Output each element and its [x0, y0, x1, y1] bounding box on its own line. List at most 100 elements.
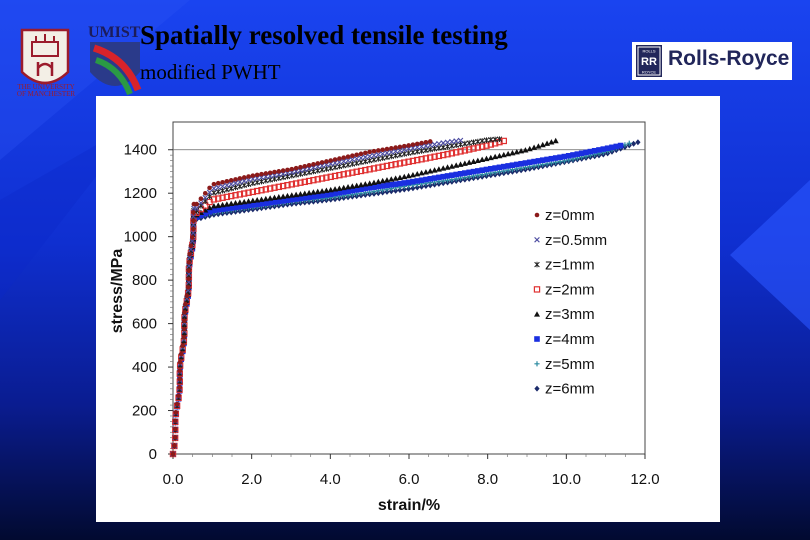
slide-subtitle: modified PWHT — [140, 60, 281, 84]
data-point — [327, 191, 334, 198]
rolls-royce-wordmark: Rolls-Royce — [668, 47, 790, 70]
data-point — [332, 186, 339, 192]
series-z-3mm — [170, 137, 559, 457]
data-point — [178, 351, 184, 357]
data-point — [327, 165, 334, 171]
data-point — [182, 310, 187, 315]
data-point — [410, 145, 416, 151]
data-point — [275, 183, 283, 191]
data-point — [301, 178, 308, 186]
data-point — [534, 237, 540, 243]
rolls-royce-badge-bottom: ROYCE — [642, 70, 657, 75]
data-point — [232, 180, 239, 186]
data-point — [414, 170, 421, 177]
data-point — [353, 187, 360, 193]
data-point — [389, 146, 394, 151]
data-point — [190, 235, 195, 240]
data-point — [384, 150, 390, 156]
data-point — [340, 162, 347, 169]
data-point — [254, 197, 261, 203]
data-point — [570, 152, 576, 158]
data-point — [188, 246, 194, 253]
data-point — [288, 196, 295, 203]
data-point — [293, 191, 300, 198]
data-point — [297, 191, 304, 197]
data-point — [185, 285, 191, 290]
data-point — [392, 181, 399, 187]
data-point — [279, 182, 287, 190]
data-point — [254, 179, 260, 186]
data-point — [284, 192, 291, 199]
data-point — [349, 169, 356, 176]
data-point — [397, 187, 403, 194]
data-point — [228, 185, 234, 192]
data-point — [331, 172, 339, 180]
data-point — [410, 142, 416, 147]
data-point — [267, 195, 274, 201]
data-point — [336, 171, 343, 179]
data-point — [384, 154, 390, 161]
data-point — [410, 178, 416, 185]
data-point — [509, 149, 516, 156]
data-point — [297, 167, 304, 174]
umist-logo — [90, 42, 142, 96]
data-point — [186, 260, 192, 265]
data-point — [492, 136, 498, 143]
data-point — [232, 200, 239, 206]
data-point — [353, 160, 360, 166]
data-point — [534, 385, 540, 392]
data-point — [211, 190, 217, 196]
data-point — [319, 167, 325, 173]
data-point — [206, 189, 213, 196]
data-point — [319, 192, 325, 199]
data-point — [245, 177, 252, 183]
data-point — [401, 159, 408, 166]
data-point — [370, 179, 377, 185]
data-point — [306, 194, 312, 201]
data-point — [250, 202, 256, 208]
data-point — [276, 169, 282, 174]
data-point — [578, 150, 585, 157]
legend-label: z=0mm — [545, 207, 595, 224]
data-point — [241, 175, 247, 180]
data-point — [349, 156, 356, 163]
data-point — [418, 183, 425, 190]
data-point — [522, 160, 529, 166]
data-point — [509, 162, 516, 168]
data-point — [552, 155, 559, 161]
data-point — [288, 169, 295, 176]
university-crest-logo — [20, 28, 70, 85]
data-point — [461, 160, 468, 166]
data-point — [397, 151, 403, 158]
data-point — [358, 151, 364, 157]
data-point — [306, 162, 312, 168]
data-point — [479, 156, 486, 163]
data-point — [492, 153, 499, 160]
series-z-2mm — [169, 137, 507, 458]
data-point — [250, 176, 256, 182]
data-point — [172, 426, 178, 432]
data-point — [518, 160, 524, 167]
data-point — [172, 443, 177, 448]
data-point — [314, 176, 321, 183]
data-point — [423, 143, 429, 149]
data-point — [215, 206, 222, 213]
data-point — [288, 192, 295, 198]
data-point — [250, 173, 256, 178]
svg-text:RR: RR — [641, 56, 657, 68]
data-point — [384, 146, 390, 152]
data-point — [340, 189, 347, 195]
data-point — [259, 171, 264, 177]
data-point — [228, 192, 235, 200]
data-point — [366, 166, 373, 173]
data-point — [375, 151, 382, 158]
data-point — [405, 179, 412, 186]
data-point — [440, 165, 447, 171]
data-point — [513, 161, 520, 168]
data-point — [173, 410, 179, 415]
data-point — [414, 184, 420, 191]
data-point — [496, 164, 503, 171]
data-point — [224, 178, 230, 184]
data-point — [376, 148, 381, 153]
data-point — [444, 164, 451, 170]
